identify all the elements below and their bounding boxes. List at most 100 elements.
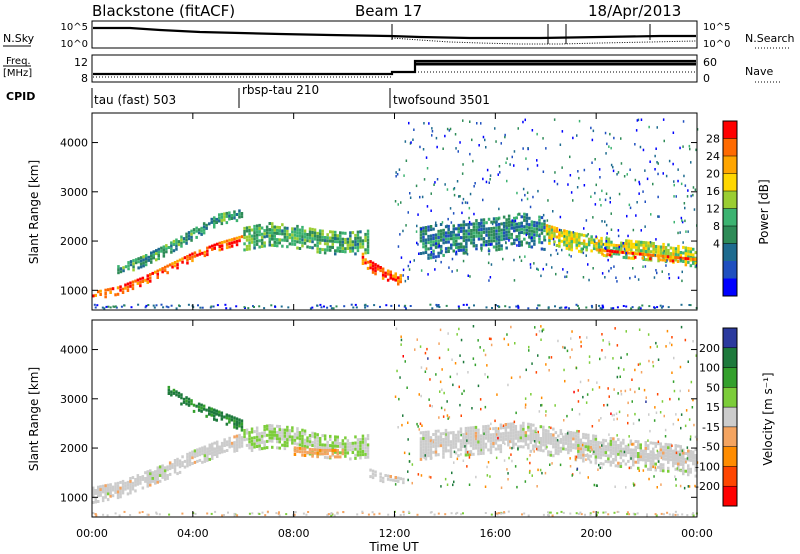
heatmap-cell [361, 440, 365, 444]
heatmap-cell [500, 234, 503, 238]
heatmap-cell [124, 265, 128, 269]
heatmap-cell [301, 229, 304, 232]
heatmap-cell [687, 246, 690, 250]
heatmap-cell [306, 445, 309, 449]
heatmap-cell [589, 445, 593, 449]
heatmap-noise-cell [636, 201, 638, 204]
heatmap-noise-cell [544, 471, 547, 475]
heatmap-cell [366, 229, 370, 233]
heatmap-noise-cell [517, 127, 519, 130]
heatmap-cell [109, 486, 112, 490]
heatmap-cell [565, 244, 569, 247]
heatmap-cell [364, 443, 367, 447]
heatmap-cell [293, 453, 297, 456]
heatmap-noise-cell [497, 217, 500, 221]
heatmap-cell [627, 459, 630, 463]
heatmap-cell [301, 225, 304, 229]
heatmap-noise-cell [487, 461, 490, 464]
heatmap-noise-cell [499, 171, 501, 174]
heatmap-cell [492, 442, 495, 445]
heatmap-cell [622, 450, 625, 454]
heatmap-cell [134, 261, 138, 265]
heatmap-noise-cell [451, 358, 453, 361]
heatmap-cell [684, 452, 687, 455]
heatmap-cell [359, 239, 362, 243]
heatmap-cell [659, 448, 662, 452]
heatmap-cell [552, 436, 555, 440]
heatmap-cell [520, 240, 523, 244]
heatmap-cell [129, 284, 132, 288]
heatmap-cell [520, 221, 523, 225]
heatmap-cell [152, 256, 155, 260]
heatmap-cell [101, 499, 105, 503]
heatmap-noise-cell [602, 339, 604, 342]
heatmap-ground-cell [147, 304, 150, 306]
heatmap-cell [336, 246, 339, 250]
y-tick-label: 2000 [60, 235, 88, 248]
heatmap-cell [671, 259, 675, 263]
heatmap-cell [630, 245, 633, 249]
heatmap-cell [154, 270, 157, 274]
heatmap-noise-cell [480, 448, 482, 452]
heatmap-cell [447, 228, 450, 231]
heatmap-noise-cell [570, 255, 572, 258]
heatmap-cell [344, 436, 347, 440]
heatmap-cell [326, 448, 329, 452]
heatmap-cell [567, 433, 570, 437]
heatmap-cell [584, 436, 588, 440]
heatmap-cell [422, 245, 425, 249]
heatmap-ground-cell [305, 513, 308, 516]
heatmap-cell [553, 234, 556, 238]
heatmap-cell [679, 259, 683, 263]
heatmap-cell [487, 230, 491, 234]
heatmap-cell [116, 286, 120, 290]
heatmap-cell [119, 492, 122, 496]
heatmap-cell [545, 229, 549, 233]
heatmap-cell [321, 448, 324, 452]
heatmap-ground-cell [165, 305, 168, 308]
heatmap-cell [578, 232, 581, 236]
heatmap-cell [146, 481, 149, 485]
heatmap-ground-cell [554, 305, 556, 308]
heatmap-cell [494, 441, 498, 445]
heatmap-cell [510, 232, 513, 236]
heatmap-noise-cell [532, 195, 534, 199]
heatmap-cell [326, 452, 329, 456]
heatmap-noise-cell [616, 375, 619, 379]
heatmap-cell [569, 439, 573, 443]
heatmap-cell [334, 438, 337, 442]
heatmap-cell [186, 261, 189, 265]
heatmap-cell [243, 435, 246, 439]
heatmap-cell [146, 473, 149, 477]
heatmap-cell [371, 472, 375, 476]
heatmap-cell [323, 239, 327, 243]
heatmap-cell [497, 429, 500, 433]
heatmap-noise-cell [610, 146, 612, 150]
heatmap-cell [513, 216, 516, 220]
colorbar-tick-label: 15 [706, 401, 720, 414]
heatmap-cell [455, 246, 458, 250]
heatmap-cell [513, 226, 516, 230]
heatmap-cell [609, 460, 613, 464]
heatmap-cell [208, 406, 211, 410]
heatmap-noise-cell [654, 254, 656, 257]
heatmap-cell [419, 230, 423, 234]
heatmap-cell [538, 240, 541, 244]
heatmap-cell [230, 217, 234, 220]
heatmap-ground-cell [123, 304, 126, 307]
heatmap-noise-cell [569, 356, 571, 359]
heatmap-cell [166, 468, 169, 472]
heatmap-cell [639, 252, 642, 256]
heatmap-cell [669, 252, 673, 256]
heatmap-cell [301, 428, 304, 432]
heatmap-cell [687, 449, 690, 453]
heatmap-cell [208, 446, 211, 450]
heatmap-noise-cell [556, 252, 559, 255]
heatmap-cell [523, 212, 526, 216]
heatmap-ground-cell [320, 306, 323, 309]
heatmap-cell [213, 447, 216, 451]
heatmap-cell [213, 216, 216, 220]
heatmap-noise-cell [582, 247, 584, 251]
y-tick-label: 1000 [60, 491, 88, 504]
heatmap-cell [283, 232, 287, 236]
